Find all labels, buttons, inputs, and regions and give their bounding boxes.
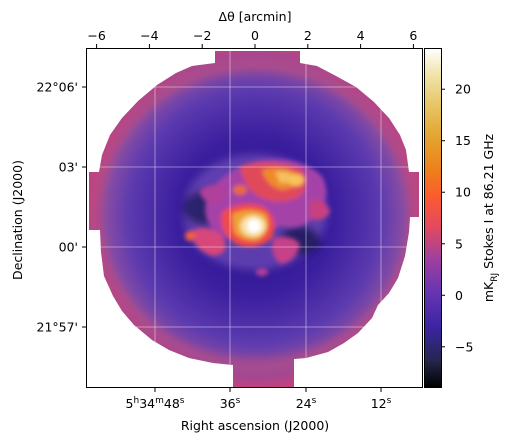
colorbar-tick-label: 15 — [455, 133, 471, 148]
top-tick-label: 4 — [357, 28, 365, 43]
top-tick-labels: −6 −4 −2 0 2 4 6 — [87, 28, 417, 43]
map-frame — [86, 48, 423, 388]
colorbar-tick-label: 10 — [455, 185, 471, 200]
colorbar-tick-labels: 20 15 10 5 0 −5 — [455, 82, 473, 355]
colorbar-tick-label: 0 — [455, 288, 463, 303]
ra-tick-labels: 5h34m48s 36s 24s 12s — [126, 396, 392, 411]
intensity-map — [89, 51, 419, 388]
grid-lines — [86, 48, 423, 388]
colorbar-tick-label: 20 — [455, 82, 471, 97]
ra-ticks — [154, 388, 382, 392]
colorbar-ticks — [441, 88, 445, 348]
colorbar-gradient — [424, 48, 442, 388]
top-tick-label: −2 — [193, 28, 211, 43]
colorbar-tick-label: 5 — [455, 236, 463, 251]
top-tick-label: 2 — [304, 28, 312, 43]
colorbar-title: mKRJ Stokes I at 86.21 GHz — [481, 133, 500, 302]
top-axis-title: Δθ [arcmin] — [219, 9, 292, 24]
dec-ticks — [82, 86, 86, 328]
ra-tick-label-2: 36s — [220, 396, 241, 411]
ra-tick-label-4: 12s — [371, 396, 392, 411]
dec-tick-label-2: 03' — [59, 160, 78, 175]
top-ticks — [96, 44, 414, 48]
y-axis-title: Declination (J2000) — [10, 160, 25, 280]
top-tick-label: 6 — [409, 28, 417, 43]
top-tick-label: 0 — [251, 28, 259, 43]
dec-tick-label-4: 21°57' — [37, 320, 79, 335]
ra-tick-label-3: 24s — [296, 396, 317, 411]
dec-tick-label-3: 00' — [59, 240, 78, 255]
top-tick-label: −4 — [140, 28, 158, 43]
dec-tick-labels: 22°06' 03' 00' 21°57' — [37, 80, 79, 335]
dec-tick-label-1: 22°06' — [37, 80, 79, 95]
colorbar-tick-label: −5 — [455, 339, 473, 354]
x-axis-title: Right ascension (J2000) — [181, 418, 329, 433]
top-tick-label: −6 — [87, 28, 105, 43]
colorbar: 20 15 10 5 0 −5 mKRJ Stokes I at 86.21 GHz — [424, 48, 500, 388]
ra-tick-label-1: 5h34m48s — [126, 396, 185, 411]
